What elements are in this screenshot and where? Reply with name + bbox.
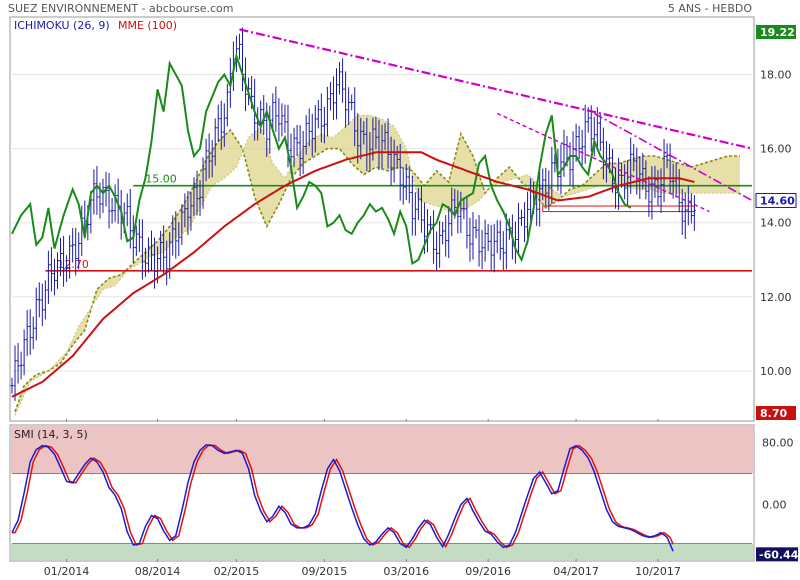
x-tick-label: 09/2015: [302, 565, 348, 578]
trend-line: [593, 112, 753, 202]
senkou-span-a: [14, 128, 740, 412]
smi-tick-label: 0.00: [762, 499, 787, 512]
x-tick-label: 09/2016: [465, 565, 511, 578]
badge-min-bg: [756, 406, 796, 420]
mme-line: [11, 151, 695, 398]
price-badges: 19.22 14.60 8.70: [755, 25, 797, 420]
smi-last-badge-bg: [756, 547, 798, 562]
price-tick-label: 12.00: [760, 291, 792, 304]
badge-last: 14.60: [760, 194, 795, 207]
smi-last-badge: -60.44: [759, 548, 799, 561]
smi-line: [11, 444, 674, 552]
price-y-axis: 10.00 12.00 14.00 16.00 18.00: [760, 69, 792, 378]
smi-oversold-zone: [11, 543, 753, 560]
x-tick-label: 10/2017: [635, 565, 681, 578]
price-tick-label: 16.00: [760, 143, 792, 156]
smi-y-axis: 80.00 0.00 -60.44: [756, 437, 799, 562]
x-tick-label: 01/2014: [44, 565, 90, 578]
price-tick-label: 14.00: [760, 217, 792, 230]
level-label: 15.00: [145, 173, 177, 186]
smi-plot: [11, 426, 753, 560]
price-tick-label: 18.00: [760, 69, 792, 82]
chart-period: 5 ANS - HEBDO: [668, 2, 752, 15]
badge-min: 8.70: [760, 407, 787, 420]
badge-last-border: [755, 192, 797, 208]
smi-signal-line: [12, 444, 674, 549]
legend-smi: SMI (14, 3, 5): [14, 428, 88, 441]
smi-tick-label: 80.00: [762, 437, 794, 450]
x-axis: 01/2014 08/2014 02/2015 09/2015 03/2016 09/20…: [44, 419, 681, 578]
x-tick-label: 03/2016: [383, 565, 429, 578]
price-plot: 15.00 12.70: [10, 27, 753, 416]
legend-ichimoku: ICHIMOKU (26, 9): [14, 19, 110, 32]
badge-max-bg: [756, 25, 796, 39]
x-tick-label: 08/2014: [135, 565, 181, 578]
ichimoku-line: [11, 52, 632, 265]
trend-line: [239, 28, 753, 150]
level-label: 12.70: [57, 258, 89, 271]
price-tick-label: 10.00: [760, 365, 792, 378]
smi-overbought-zone: [11, 426, 753, 474]
x-tick-label: 02/2015: [214, 565, 260, 578]
badge-last-bg: [756, 193, 796, 208]
price-panel: [9, 16, 755, 422]
chart-title: SUEZ ENVIRONNEMENT - abcbourse.com: [8, 2, 234, 15]
ichimoku-cloud: [15, 115, 740, 416]
trend-line: [496, 112, 710, 213]
badge-max: 19.22: [760, 26, 795, 39]
x-tick-label: 04/2017: [553, 565, 599, 578]
legend-mme: MME (100): [118, 19, 177, 32]
